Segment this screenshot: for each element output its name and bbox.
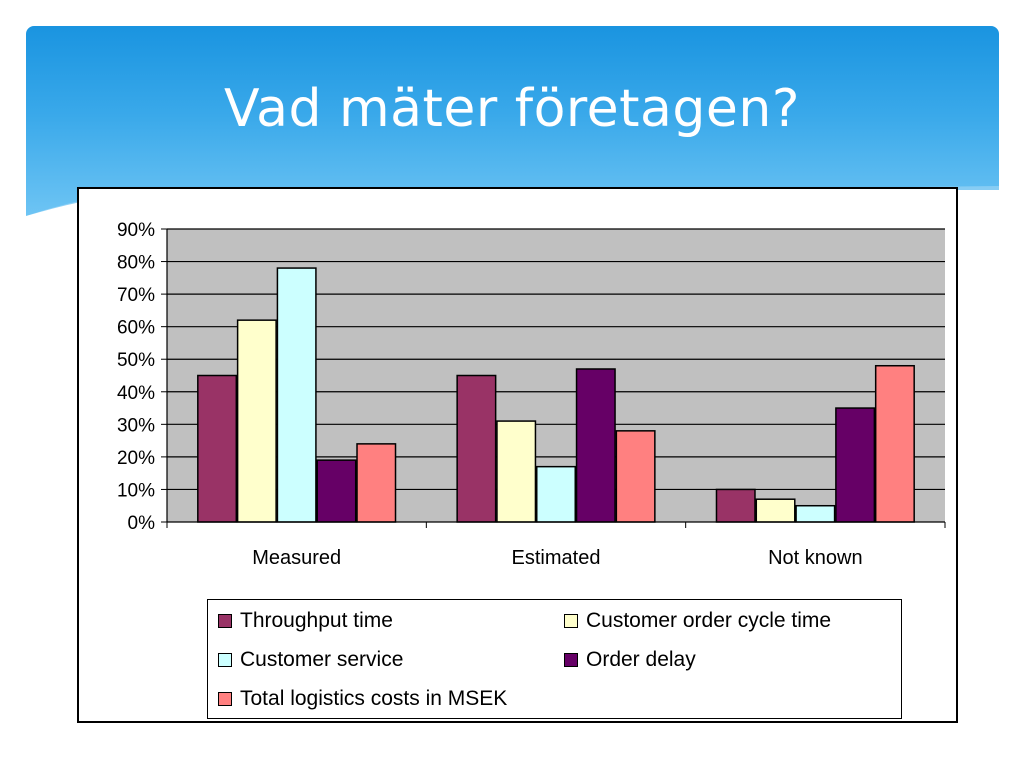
bar-customer-service — [536, 465, 576, 523]
y-tick-label: 90% — [117, 220, 155, 241]
y-tick-label: 30% — [117, 415, 155, 436]
legend-item: Order delay — [564, 648, 696, 672]
bar-total-logistics-costs-in-msek — [874, 364, 915, 523]
y-tick-label: 50% — [117, 350, 155, 371]
bar-customer-order-cycle-time — [755, 498, 796, 523]
legend-label: Customer order cycle time — [586, 609, 832, 632]
bar-total-logistics-costs-in-msek — [356, 443, 397, 523]
bar-customer-order-cycle-time — [236, 319, 277, 523]
legend-item: Customer service — [218, 648, 403, 672]
bar-customer-order-cycle-time — [496, 420, 537, 523]
legend-label: Customer service — [240, 648, 404, 671]
y-tick-label: 70% — [117, 285, 155, 306]
y-tick-label: 40% — [117, 383, 155, 404]
bar-customer-service — [795, 504, 836, 523]
bar-order-delay — [575, 368, 616, 523]
bar-throughput-time — [456, 374, 497, 523]
legend-swatch — [564, 614, 578, 628]
bar-customer-service — [276, 267, 317, 523]
bar-throughput-time — [715, 488, 756, 523]
legend-item: Total logistics costs in MSEK — [218, 687, 507, 711]
x-category-label: Not known — [768, 547, 863, 569]
legend-swatch — [218, 614, 232, 628]
y-tick-label: 80% — [117, 253, 155, 274]
bar-order-delay — [316, 459, 357, 523]
bar-order-delay — [835, 407, 876, 523]
legend-item: Throughput time — [218, 609, 393, 633]
legend-swatch — [564, 653, 578, 667]
bars — [197, 267, 915, 523]
bar-throughput-time — [197, 374, 238, 523]
legend-label: Order delay — [586, 648, 696, 671]
chart-legend: Throughput time Customer order cycle time… — [207, 599, 902, 719]
y-tick-label: 60% — [117, 318, 155, 339]
legend-swatch — [218, 692, 232, 706]
legend-item: Customer order cycle time — [564, 609, 831, 633]
y-tick-label: 10% — [117, 480, 155, 501]
y-tick-label: 0% — [128, 513, 156, 534]
legend-swatch — [218, 653, 232, 667]
x-category-label: Estimated — [512, 547, 601, 569]
bar-chart: 0% 10% 20% 30% 40% 50% 60% 70% 80% 90% Measured Est… — [117, 220, 946, 569]
axis-labels: 0% 10% 20% 30% 40% 50% 60% 70% 80% 90% Measured Est… — [117, 220, 863, 569]
x-category-label: Measured — [252, 547, 341, 569]
legend-label: Total logistics costs in MSEK — [240, 687, 508, 710]
slide-title: Vad mäter företagen? — [224, 79, 800, 139]
bar-total-logistics-costs-in-msek — [615, 430, 656, 523]
axes — [161, 228, 946, 528]
chart-container: 0% 10% 20% 30% 40% 50% 60% 70% 80% 90% Measured Est… — [77, 187, 958, 723]
legend-label: Throughput time — [240, 609, 393, 632]
y-tick-label: 20% — [117, 448, 155, 469]
